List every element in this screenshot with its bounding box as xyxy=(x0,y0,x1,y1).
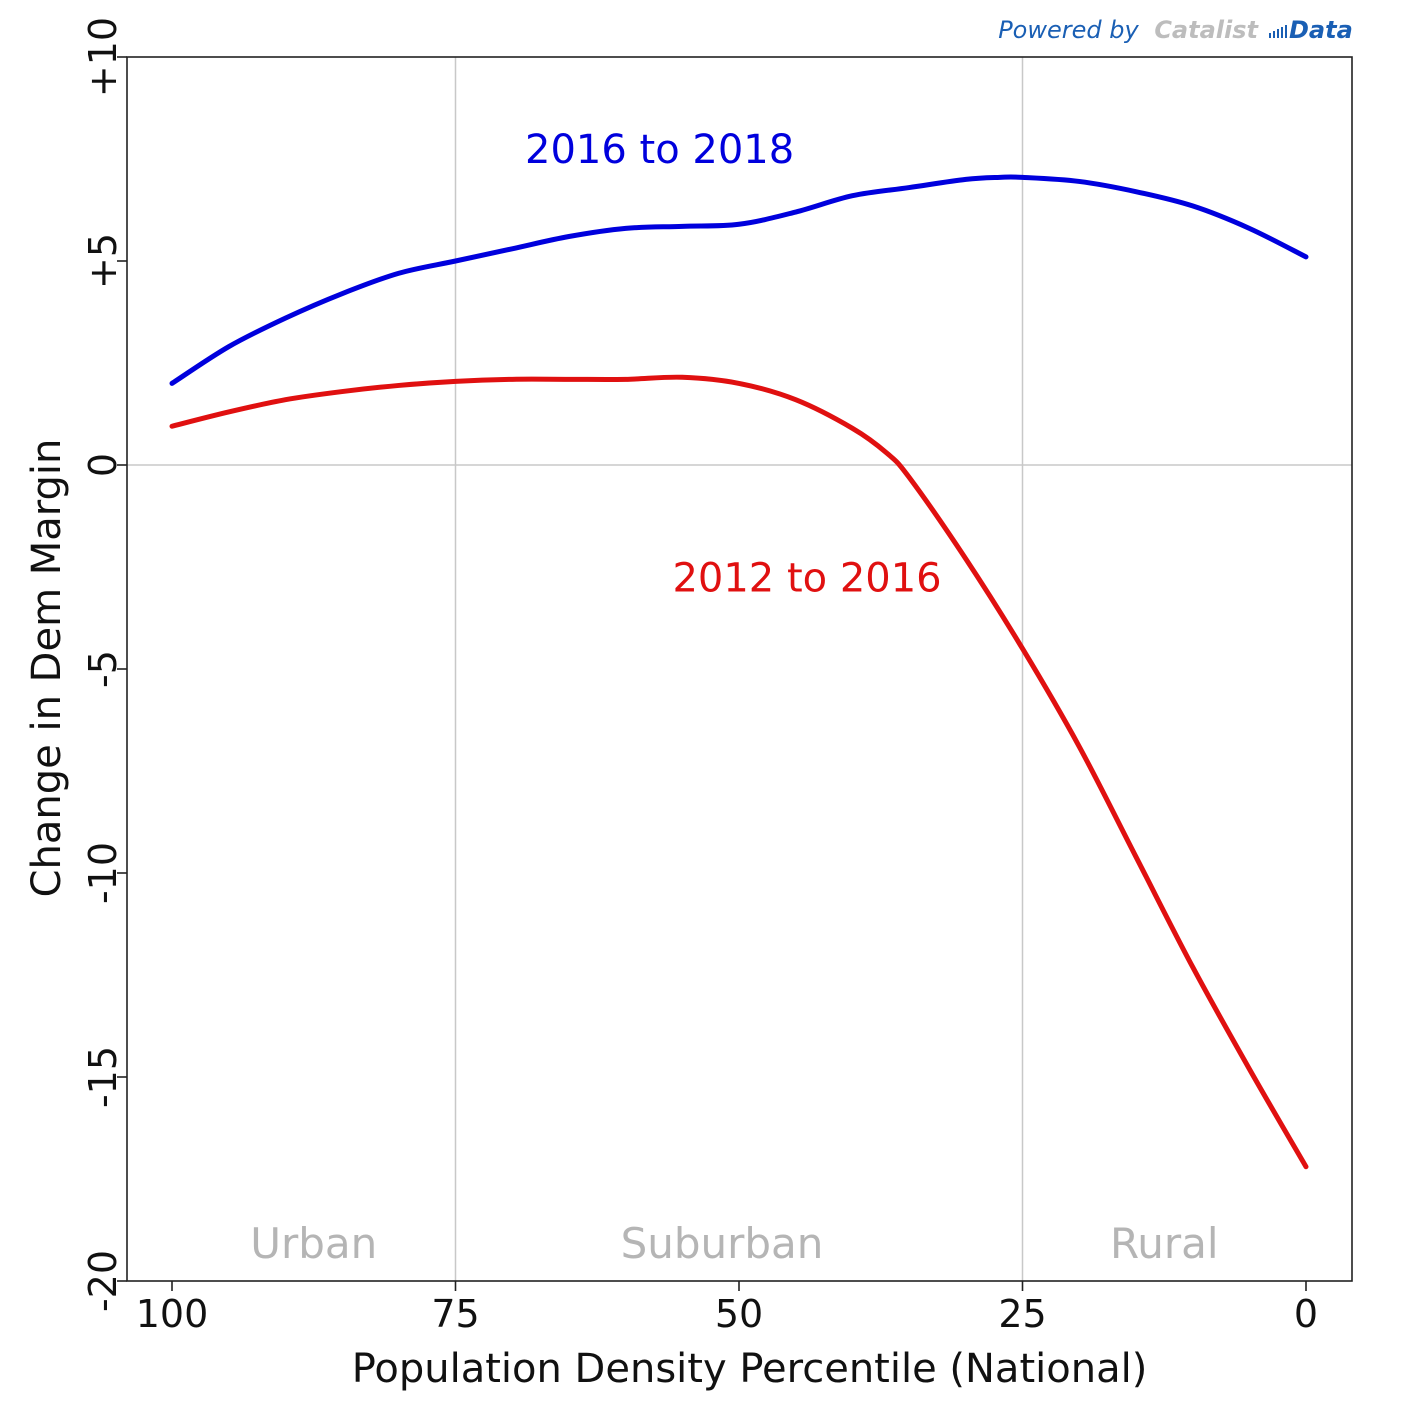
credit-powered-by: Powered by xyxy=(998,16,1139,44)
y-tick-label: -20 xyxy=(81,1250,125,1312)
x-tick-label: 75 xyxy=(431,1292,479,1336)
svg-text:Powered by Catalist: Powered by Catalist xyxy=(998,16,1259,44)
credit-catalist: Catalist xyxy=(1154,16,1259,44)
x-tick-label: 25 xyxy=(998,1292,1046,1336)
x-tick-label: 50 xyxy=(715,1292,763,1336)
y-tick-label: -5 xyxy=(81,650,125,688)
series-lines xyxy=(169,174,1309,1170)
region-label: Urban xyxy=(250,1219,377,1268)
region-label: Rural xyxy=(1110,1219,1219,1268)
bars-logo-icon xyxy=(1269,25,1287,38)
series-label: 2012 to 2016 xyxy=(672,555,941,601)
y-tick-label: +10 xyxy=(81,17,125,97)
powered-by-credit: Powered by Catalist Data xyxy=(998,16,1353,44)
y-tick-label: 0 xyxy=(81,453,125,477)
y-axis-ticks: +10 +5 0 -5 -10 -15 -20 xyxy=(81,17,127,1312)
series-line xyxy=(169,174,1309,386)
grid-lines xyxy=(127,57,1352,1281)
x-axis-title: Population Density Percentile (National) xyxy=(352,1346,1148,1392)
region-label: Suburban xyxy=(621,1219,824,1268)
x-axis-ticks: 100 75 50 25 0 xyxy=(136,1281,1318,1336)
x-tick-label: 0 xyxy=(1294,1292,1318,1336)
region-labels: Urban Suburban Rural xyxy=(250,1219,1218,1268)
y-axis-title: Change in Dem Margin xyxy=(24,439,70,898)
plot-area-frame xyxy=(126,56,1353,1282)
y-tick-label: -10 xyxy=(81,842,125,904)
credit-data: Data xyxy=(1289,16,1353,44)
series-line xyxy=(169,374,1309,1170)
series-labels: 2016 to 2018 2012 to 2016 xyxy=(525,127,942,601)
x-tick-label: 100 xyxy=(136,1292,209,1336)
series-label: 2016 to 2018 xyxy=(525,127,794,173)
y-tick-label: +5 xyxy=(81,233,125,289)
y-tick-label: -15 xyxy=(81,1046,125,1108)
